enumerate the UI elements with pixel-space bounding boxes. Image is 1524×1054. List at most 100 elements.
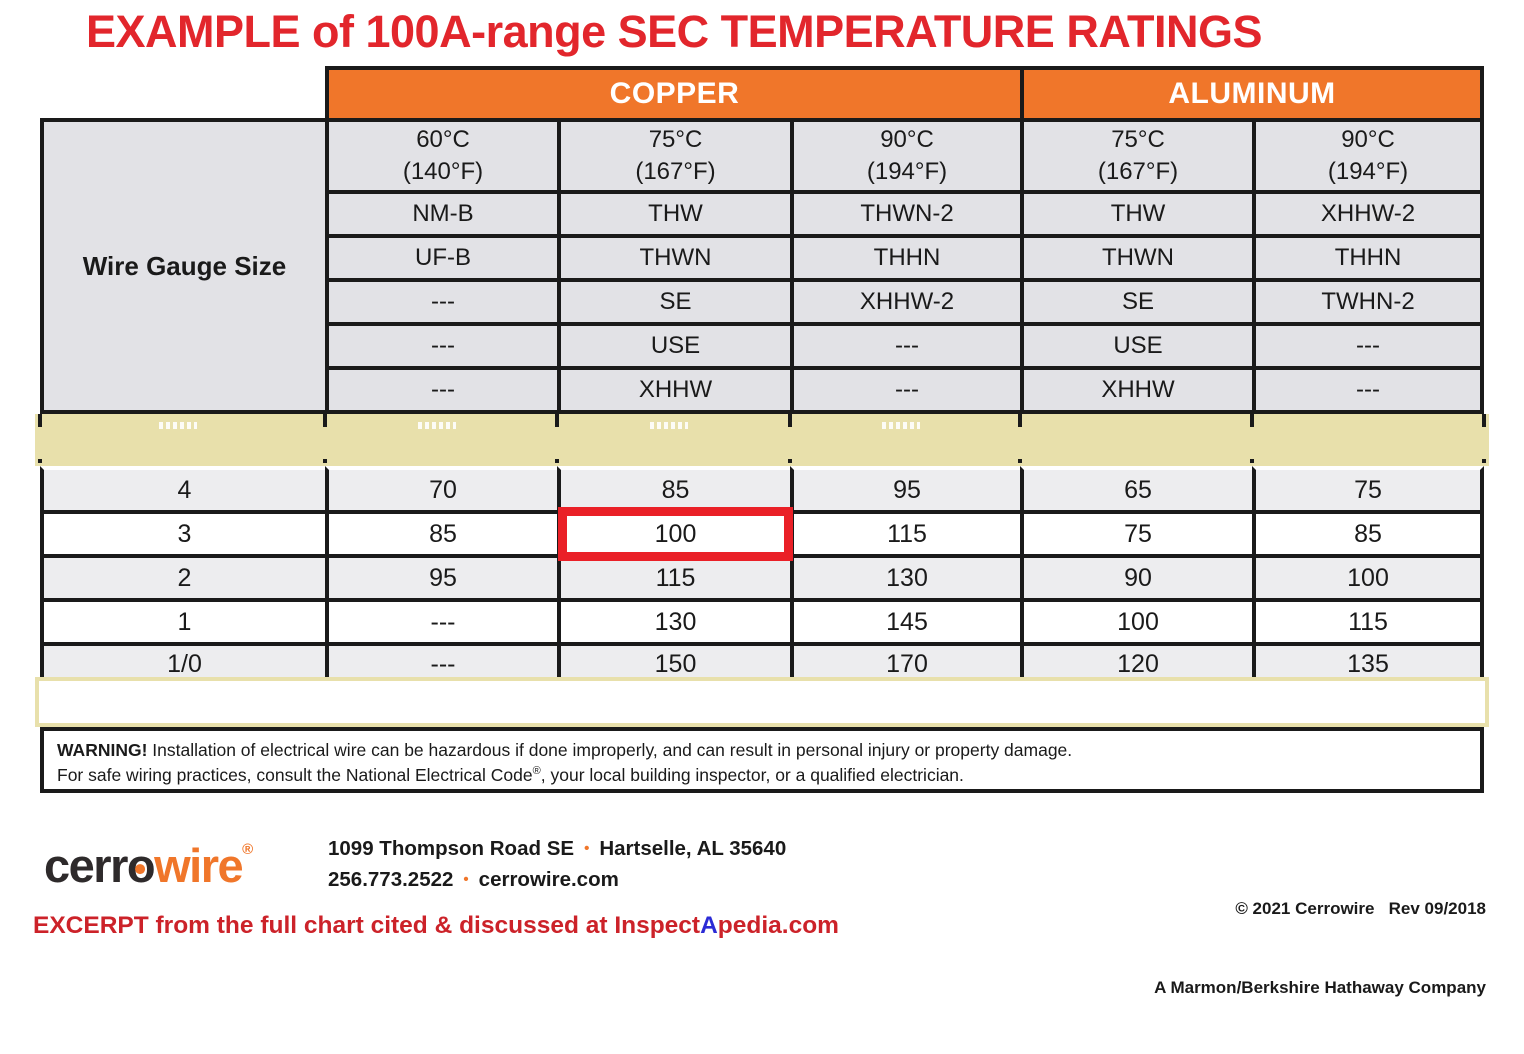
aluminum-group-header: ALUMINUM <box>1020 66 1485 118</box>
copper-group-header: COPPER <box>325 66 1021 118</box>
ampacity-cell: 85 <box>1252 510 1485 554</box>
temperature-header-row: Wire Gauge Size 60°C (140°F) 75°C (167°F) 90… <box>40 118 1485 410</box>
band-illegible-text <box>418 422 456 429</box>
address-block: 1099 Thompson Road SE • Hartselle, AL 3564… <box>328 833 786 895</box>
band-illegible-text <box>882 422 920 429</box>
logo-target-o-icon: o <box>126 839 156 892</box>
gauge-row-4: 4 70 85 95 65 75 <box>40 466 1485 510</box>
ampacity-cell: 115 <box>790 510 1021 554</box>
gauge-row-1: 1 --- 130 145 100 115 <box>40 598 1485 642</box>
ampacity-cell: 115 <box>1252 598 1485 642</box>
address-line1: 1099 Thompson Road SE • Hartselle, AL 3564… <box>328 833 786 864</box>
wire-type-cell: --- <box>325 278 557 322</box>
ampacity-cell: 75 <box>1020 510 1253 554</box>
corner-blank-cell <box>40 66 325 118</box>
wire-type-row-2: UF-B THWN THHN THWN THHN <box>40 234 1485 278</box>
ampacity-cell: 95 <box>325 554 557 598</box>
ampacity-table: COPPER ALUMINUM Wire Gauge Size 60°C (140… <box>40 66 1485 686</box>
band-tick <box>323 414 327 427</box>
wire-type-cell: XHHW-2 <box>1252 190 1485 234</box>
wire-type-cell: THW <box>1020 190 1253 234</box>
wire-type-cell: THW <box>557 190 790 234</box>
wire-type-cell: --- <box>325 322 557 366</box>
temp-header-col3: 90°C (194°F) <box>790 118 1021 190</box>
logo-registered-mark: ® <box>242 841 254 858</box>
wire-type-cell: XHHW-2 <box>790 278 1021 322</box>
temp-header-col1: 60°C (140°F) <box>325 118 557 190</box>
logo-text-orange: wire <box>154 839 244 892</box>
copyright-block: © 2021 Cerrowire Rev 09/2018 A Marmon/Be… <box>1154 843 1486 1054</box>
wire-type-cell: --- <box>1252 366 1485 410</box>
wire-type-row-5: --- XHHW --- XHHW --- <box>40 366 1485 410</box>
wire-type-row-3: --- SE XHHW-2 SE TWHN-2 <box>40 278 1485 322</box>
excerpt-note: EXCERPT from the full chart cited & disc… <box>33 912 839 940</box>
wire-type-cell: USE <box>1020 322 1253 366</box>
excerpt-text: EXCERPT from the full chart cited & disc… <box>33 912 701 939</box>
cerrowire-logo: cerrowire® <box>44 838 253 893</box>
document-page: EXAMPLE of 100A-range SEC TEMPERATURE RA… <box>0 0 1524 964</box>
dot-separator-icon: • <box>584 840 590 857</box>
dot-separator-icon: • <box>463 871 469 888</box>
warning-line2-end: , your local building inspector, or a qu… <box>540 765 964 786</box>
wire-type-cell: THHN <box>1252 234 1485 278</box>
ampacity-cell: 145 <box>790 598 1021 642</box>
excerpt-blue-letter: A <box>700 912 718 939</box>
band-dot <box>788 459 792 463</box>
wire-type-cell: XHHW <box>1020 366 1253 410</box>
wire-type-cell: SE <box>1020 278 1253 322</box>
registered-mark: ® <box>532 765 541 778</box>
ampacity-cell: 90 <box>1020 554 1253 598</box>
wire-type-cell: THHN <box>790 234 1021 278</box>
address-city: Hartselle, AL 35640 <box>599 837 787 860</box>
ampacity-cell: 75 <box>1252 466 1485 510</box>
band-dot <box>38 459 42 463</box>
excerpt-text-end: pedia.com <box>717 912 839 939</box>
wire-type-cell: THWN <box>557 234 790 278</box>
warning-line1: Installation of electrical wire can be h… <box>147 740 1073 760</box>
ampacity-cell: 85 <box>557 466 790 510</box>
wire-type-cell: --- <box>790 322 1021 366</box>
ampacity-cell: 95 <box>790 466 1021 510</box>
wire-type-cell: USE <box>557 322 790 366</box>
band-dot <box>323 459 327 463</box>
warning-label: WARNING! <box>57 740 148 760</box>
logo-text-dark: cerr <box>44 839 128 892</box>
copyright-line2: A Marmon/Berkshire Hathaway Company <box>1154 977 1486 997</box>
ampacity-cell: 100 <box>557 507 793 561</box>
wire-type-cell: TWHN-2 <box>1252 278 1485 322</box>
ampacity-cell: 65 <box>1020 466 1253 510</box>
wire-type-cell: --- <box>1252 322 1485 366</box>
band-tick <box>38 414 42 427</box>
wire-type-cell: THWN-2 <box>790 190 1021 234</box>
ampacity-cell: 130 <box>557 598 790 642</box>
temp-header-col2: 75°C (167°F) <box>557 118 790 190</box>
temp-header-col4: 75°C (167°F) <box>1020 118 1253 190</box>
group-header-row: COPPER ALUMINUM <box>40 66 1485 118</box>
gauge-row-3: 3 85 100 115 75 85 <box>40 507 1485 561</box>
band-tick <box>555 414 559 427</box>
ampacity-cell: 130 <box>790 554 1021 598</box>
gauge-cell: 3 <box>40 510 325 554</box>
redaction-band-upper <box>35 414 1489 466</box>
ampacity-cell: 70 <box>325 466 557 510</box>
ampacity-cell: 85 <box>325 510 557 554</box>
gauge-cell: 2 <box>40 554 325 598</box>
band-dot <box>555 459 559 463</box>
band-tick <box>788 414 792 427</box>
band-tick <box>1250 414 1254 427</box>
wire-type-cell: THWN <box>1020 234 1253 278</box>
page-title: EXAMPLE of 100A-range SEC TEMPERATURE RA… <box>86 6 1262 57</box>
ampacity-cell: 100 <box>1252 554 1485 598</box>
copyright-line1: © 2021 Cerrowire Rev 09/2018 <box>1235 898 1486 918</box>
band-dot <box>1482 459 1486 463</box>
wire-gauge-size-label: Wire Gauge Size <box>40 118 325 410</box>
ampacity-cell: 100 <box>1020 598 1253 642</box>
band-tick <box>1018 414 1022 427</box>
wire-type-row-4: --- USE --- USE --- <box>40 322 1485 366</box>
band-illegible-text <box>159 422 197 429</box>
wire-type-cell: --- <box>325 366 557 410</box>
wire-type-row-1: NM-B THW THWN-2 THW XHHW-2 <box>40 190 1485 234</box>
highlight-red-box <box>558 507 793 561</box>
temp-header-col5: 90°C (194°F) <box>1252 118 1485 190</box>
wire-type-cell: UF-B <box>325 234 557 278</box>
